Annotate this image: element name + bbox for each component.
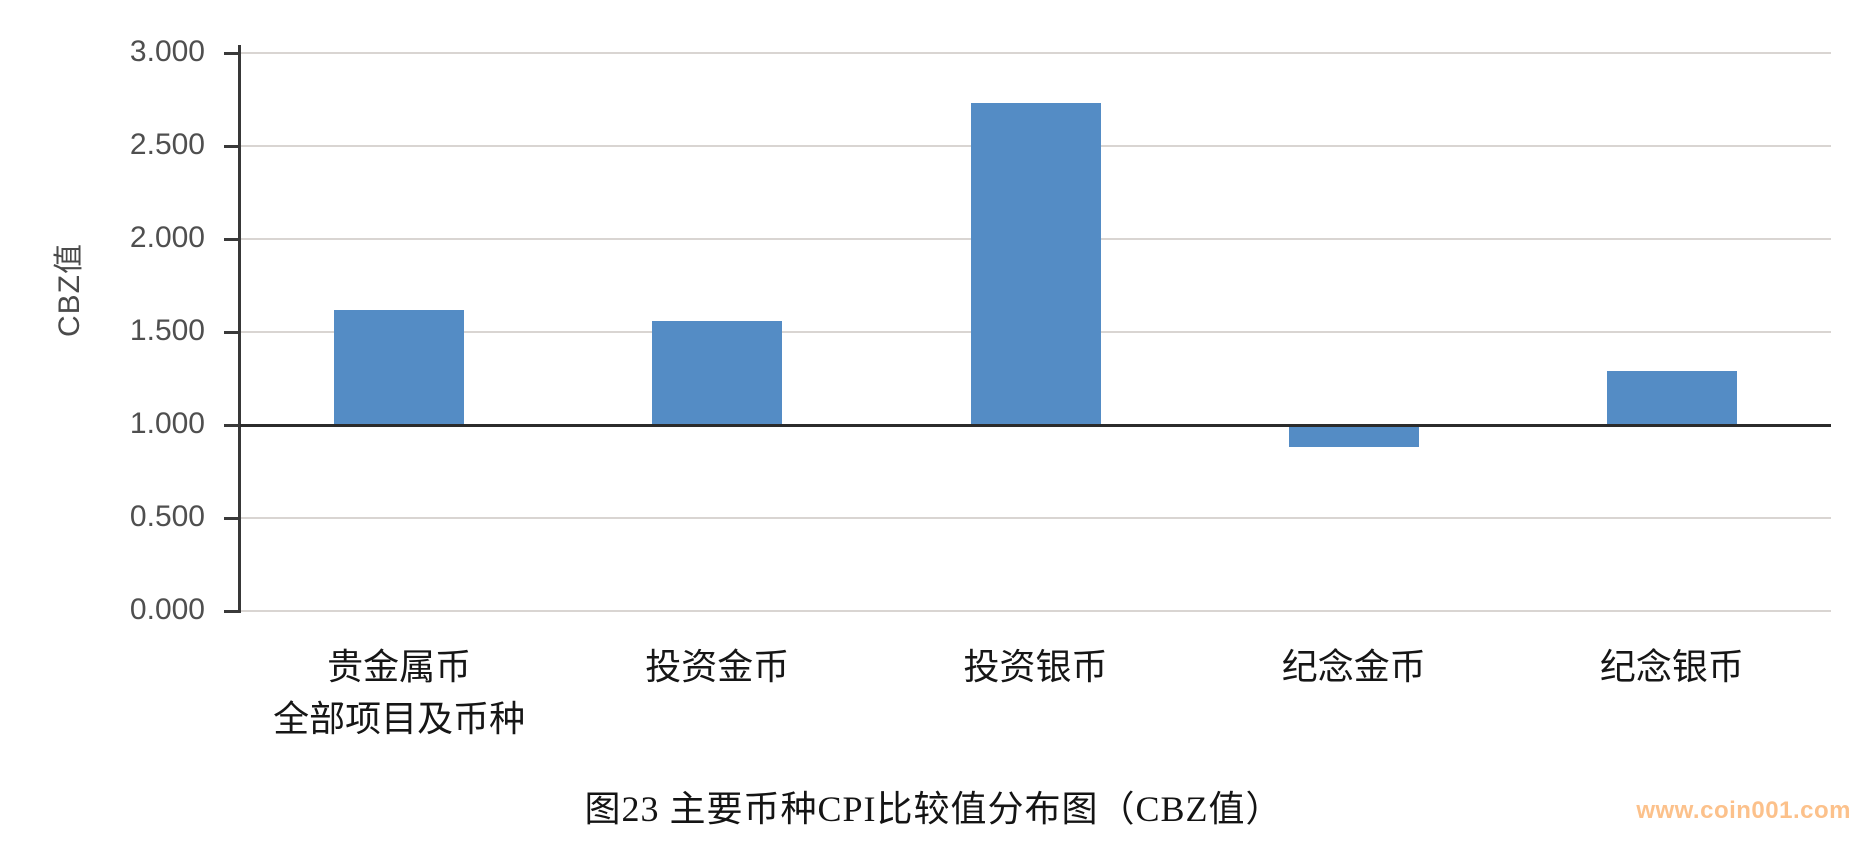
y-tick-mark bbox=[224, 237, 241, 241]
bar bbox=[970, 103, 1101, 425]
y-tick-label: 1.500 bbox=[129, 314, 205, 347]
x-axis-category-labels: 贵金属币全部项目及币种 投资金币 投资银币 纪念金币 纪念银币 bbox=[240, 641, 1831, 745]
category-label-line: 贵金属币 bbox=[327, 647, 472, 687]
bar bbox=[652, 320, 783, 425]
y-tick-label: 1.000 bbox=[129, 407, 205, 440]
y-axis-line bbox=[238, 45, 241, 612]
category-label: 投资银币 bbox=[876, 641, 1194, 745]
category-label: 投资金币 bbox=[558, 641, 876, 745]
category-label-line: 纪念金币 bbox=[1281, 647, 1426, 687]
y-tick-mark bbox=[224, 516, 241, 520]
bar bbox=[1606, 371, 1737, 425]
y-tick-label: 2.000 bbox=[129, 221, 205, 254]
chart-title: 图23 主要币种CPI比较值分布图（CBZ值） bbox=[584, 789, 1283, 829]
plot-area bbox=[238, 45, 1831, 612]
category-label-line: 投资银币 bbox=[963, 647, 1108, 687]
y-tick-label: 0.500 bbox=[129, 500, 205, 533]
y-tick-mark bbox=[224, 51, 241, 55]
category-label-line: 投资金币 bbox=[645, 647, 790, 687]
y-tick-label: 0.000 bbox=[129, 593, 205, 626]
category-label: 纪念金币 bbox=[1195, 641, 1513, 745]
y-tick-mark bbox=[224, 609, 241, 613]
y-tick-mark bbox=[224, 330, 241, 334]
category-label-line: 纪念银币 bbox=[1599, 647, 1744, 687]
y-tick-mark bbox=[224, 423, 241, 427]
y-tick-mark bbox=[224, 144, 241, 148]
gridline bbox=[240, 610, 1831, 612]
bar bbox=[1288, 425, 1419, 448]
watermark: www.coin001.com bbox=[1636, 797, 1851, 824]
bar bbox=[334, 309, 465, 425]
gridline bbox=[240, 517, 1831, 519]
category-label-line: 全部项目及币种 bbox=[273, 699, 526, 739]
category-label: 贵金属币全部项目及币种 bbox=[240, 641, 558, 745]
gridline bbox=[240, 52, 1831, 54]
category-label: 纪念银币 bbox=[1513, 641, 1831, 745]
y-tick-label: 2.500 bbox=[129, 128, 205, 161]
y-tick-label: 3.000 bbox=[129, 35, 205, 68]
x-axis-baseline bbox=[240, 423, 1831, 427]
